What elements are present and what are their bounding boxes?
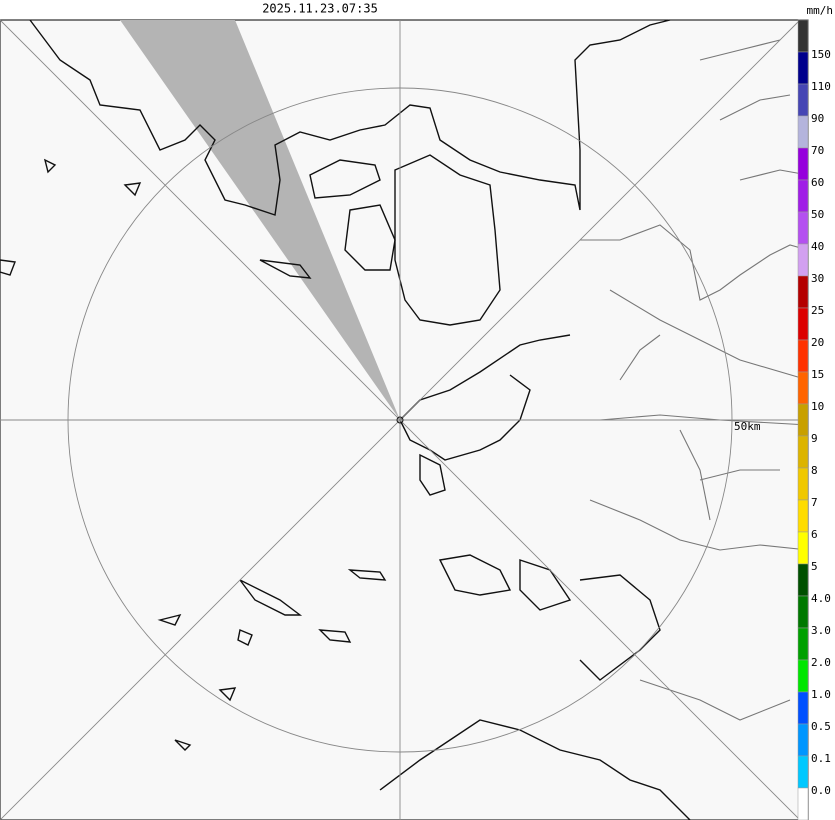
- legend-swatch: [797, 659, 809, 693]
- legend-swatch: [797, 275, 809, 309]
- legend-label: 70: [811, 144, 824, 157]
- coastline: [394, 154, 501, 326]
- legend-swatch: [797, 307, 809, 341]
- legend-swatch: [797, 339, 809, 373]
- legend-swatch: [797, 691, 809, 725]
- coastline: [29, 19, 671, 216]
- coastline: [309, 159, 396, 271]
- legend-swatch: [797, 51, 809, 85]
- legend-swatch: [797, 467, 809, 501]
- blocked-sector: [120, 20, 400, 420]
- legend-label: 0.1: [811, 752, 831, 765]
- timestamp: 2025.11.23.07:35: [262, 2, 378, 16]
- legend-label: 0.0: [811, 784, 831, 797]
- legend-swatch: [797, 627, 809, 661]
- diagonal: [0, 19, 801, 820]
- legend-label: 30: [811, 272, 824, 285]
- legend-label: 0.5: [811, 720, 831, 733]
- legend-label: 40: [811, 240, 824, 253]
- legend-swatch: [797, 755, 809, 789]
- legend-label: 8: [811, 464, 818, 477]
- legend-swatch: [797, 83, 809, 117]
- legend-swatch: [797, 435, 809, 469]
- legend-label: 20: [811, 336, 824, 349]
- legend-swatch: [797, 563, 809, 597]
- legend-label: 110: [811, 80, 831, 93]
- legend-label: 25: [811, 304, 824, 317]
- legend-swatch: [797, 115, 809, 149]
- radar-site: [396, 416, 404, 424]
- legend-label: 10: [811, 400, 824, 413]
- legend-swatch: [797, 211, 809, 245]
- legend-label: 5: [811, 560, 818, 573]
- range-label: 50km: [734, 420, 761, 433]
- legend-label: 150: [811, 48, 831, 61]
- legend-label: 15: [811, 368, 824, 381]
- legend-label: 2.0: [811, 656, 831, 669]
- legend-swatch: [797, 19, 809, 53]
- legend-label: 6: [811, 528, 818, 541]
- legend-swatch: [797, 531, 809, 565]
- legend-label: 9: [811, 432, 818, 445]
- island: [0, 158, 387, 751]
- legend-swatch: [797, 723, 809, 757]
- legend-swatch: [797, 371, 809, 405]
- legend-swatch: [797, 179, 809, 213]
- legend-swatch: [797, 243, 809, 277]
- legend-swatch: [797, 147, 809, 181]
- legend: 150 110 90 70 60 50 40 30 25 20 15 10 9 8 7 6 5 4.0 3.0 2.0…: [797, 19, 831, 820]
- legend-swatch: [797, 499, 809, 533]
- legend-swatch: [797, 595, 809, 629]
- legend-label: 3.0: [811, 624, 831, 637]
- legend-label: 90: [811, 112, 824, 125]
- legend-label: 7: [811, 496, 818, 509]
- legend-swatch: [797, 787, 809, 820]
- coastline: [379, 574, 691, 820]
- admin-border: [540, 39, 809, 721]
- map: 50km: [0, 19, 809, 820]
- legend-swatch: [797, 403, 809, 437]
- legend-label: 60: [811, 176, 824, 189]
- coastline: [419, 453, 572, 611]
- legend-label: 1.0: [811, 688, 831, 701]
- unit-label: mm/h: [807, 4, 834, 17]
- legend-label: 4.0: [811, 592, 831, 605]
- legend-label: 50: [811, 208, 824, 221]
